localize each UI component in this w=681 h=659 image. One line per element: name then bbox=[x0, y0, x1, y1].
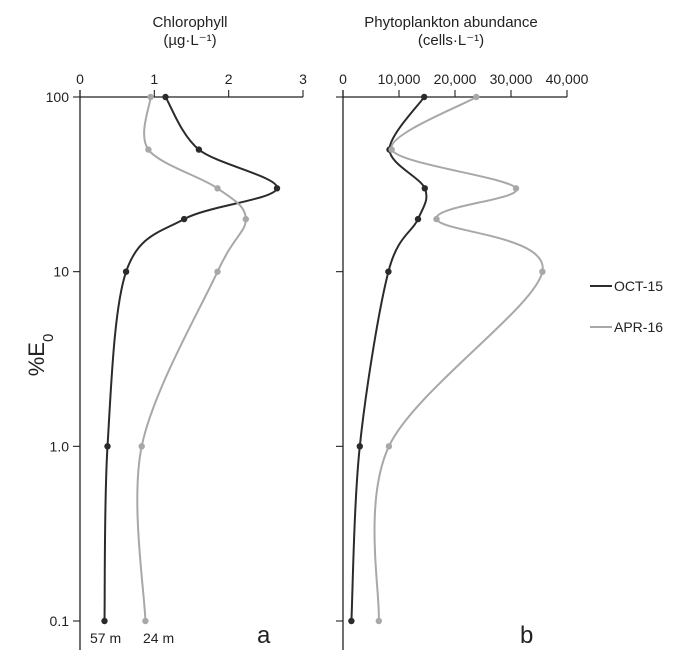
panel-letter-a: a bbox=[257, 622, 271, 649]
panel-a-point-oct15 bbox=[104, 443, 111, 450]
panel-a-y-tick-label: 10 bbox=[53, 264, 69, 280]
panel-b-point-oct15 bbox=[414, 215, 422, 223]
panel-a-series bbox=[101, 93, 281, 625]
panel-a-point-oct15 bbox=[162, 93, 169, 101]
panel-a-point-apr16 bbox=[242, 215, 249, 223]
panel-a-point-apr16 bbox=[214, 185, 221, 192]
panel-a-point-apr16 bbox=[214, 268, 221, 275]
legend: OCT-15 APR-16 bbox=[590, 278, 663, 335]
panel-b-point-apr16 bbox=[433, 215, 440, 223]
panel-b-subtitle: (cells·L⁻¹) bbox=[418, 32, 484, 49]
panel-a-line-apr16 bbox=[136, 96, 247, 622]
svg-text:%E0: %E0 bbox=[24, 334, 57, 377]
panel-a-point-apr16 bbox=[142, 617, 149, 625]
legend-label-apr16: APR-16 bbox=[614, 319, 663, 335]
y-axis-title-subscript: 0 bbox=[40, 334, 57, 342]
panel-b-point-apr16 bbox=[388, 146, 395, 153]
panel-b-point-apr16 bbox=[375, 617, 382, 625]
panel-b-title: Phytoplankton abundance bbox=[364, 14, 537, 31]
panel-a-y-tick-label: 1.0 bbox=[50, 438, 70, 454]
panel-a-y-tick-label: 0.1 bbox=[50, 613, 70, 629]
panel-a-line-oct15 bbox=[103, 96, 278, 622]
panel-b-series bbox=[348, 93, 546, 625]
panel-b-point-apr16 bbox=[473, 93, 480, 101]
panel-b-point-apr16 bbox=[512, 185, 520, 192]
panel-a-x-tick-label: 2 bbox=[225, 71, 233, 87]
panel-a-ticks: 0 1 2 3 0.1 1.0 10 100 bbox=[46, 71, 307, 629]
panel-a-x-tick-label: 0 bbox=[76, 71, 84, 87]
legend-label-oct15: OCT-15 bbox=[614, 278, 663, 294]
panel-b-x-tick-label: 30,000 bbox=[490, 71, 533, 87]
panel-b-point-oct15 bbox=[385, 268, 392, 275]
panel-b-point-apr16 bbox=[385, 443, 393, 450]
panel-b-line-apr16 bbox=[373, 96, 544, 622]
depth-note-apr: 24 m bbox=[143, 630, 174, 646]
panel-b-line-oct15 bbox=[350, 96, 428, 622]
panel-a-x-tick-label: 3 bbox=[299, 71, 307, 87]
panel-a-point-apr16 bbox=[147, 93, 154, 101]
panel-a-point-oct15 bbox=[180, 215, 188, 223]
panel-a-title: Chlorophyll bbox=[152, 14, 227, 31]
depth-note-oct: 57 m bbox=[90, 630, 121, 646]
panel-b-x-tick-label: 20,000 bbox=[434, 71, 477, 87]
panel-b-point-oct15 bbox=[421, 185, 428, 192]
panel-a-y-tick-label: 100 bbox=[46, 89, 70, 105]
panel-a-point-oct15 bbox=[195, 146, 203, 153]
panel-b-x-tick-label: 10,000 bbox=[378, 71, 421, 87]
panel-letter-b: b bbox=[520, 622, 533, 649]
panel-b-ticks: 0 10,000 20,000 30,000 40,000 bbox=[336, 71, 589, 622]
y-axis-title: %E0 bbox=[24, 334, 57, 377]
panel-b-point-oct15 bbox=[421, 93, 428, 101]
panel-a-point-oct15 bbox=[122, 268, 130, 275]
panel-b-point-oct15 bbox=[348, 617, 355, 625]
panel-a-x-tick-label: 1 bbox=[150, 71, 158, 87]
panel-a-point-apr16 bbox=[145, 146, 152, 153]
panel-a-point-oct15 bbox=[101, 617, 108, 625]
panel-a-point-oct15 bbox=[273, 185, 281, 192]
panel-b-x-tick-label: 40,000 bbox=[546, 71, 589, 87]
panel-b-point-apr16 bbox=[539, 268, 546, 275]
panel-b-point-oct15 bbox=[356, 443, 363, 450]
panel-b-x-tick-label: 0 bbox=[339, 71, 347, 87]
panel-a-subtitle: (µg·L⁻¹) bbox=[163, 32, 216, 49]
panel-a-point-apr16 bbox=[138, 443, 145, 450]
